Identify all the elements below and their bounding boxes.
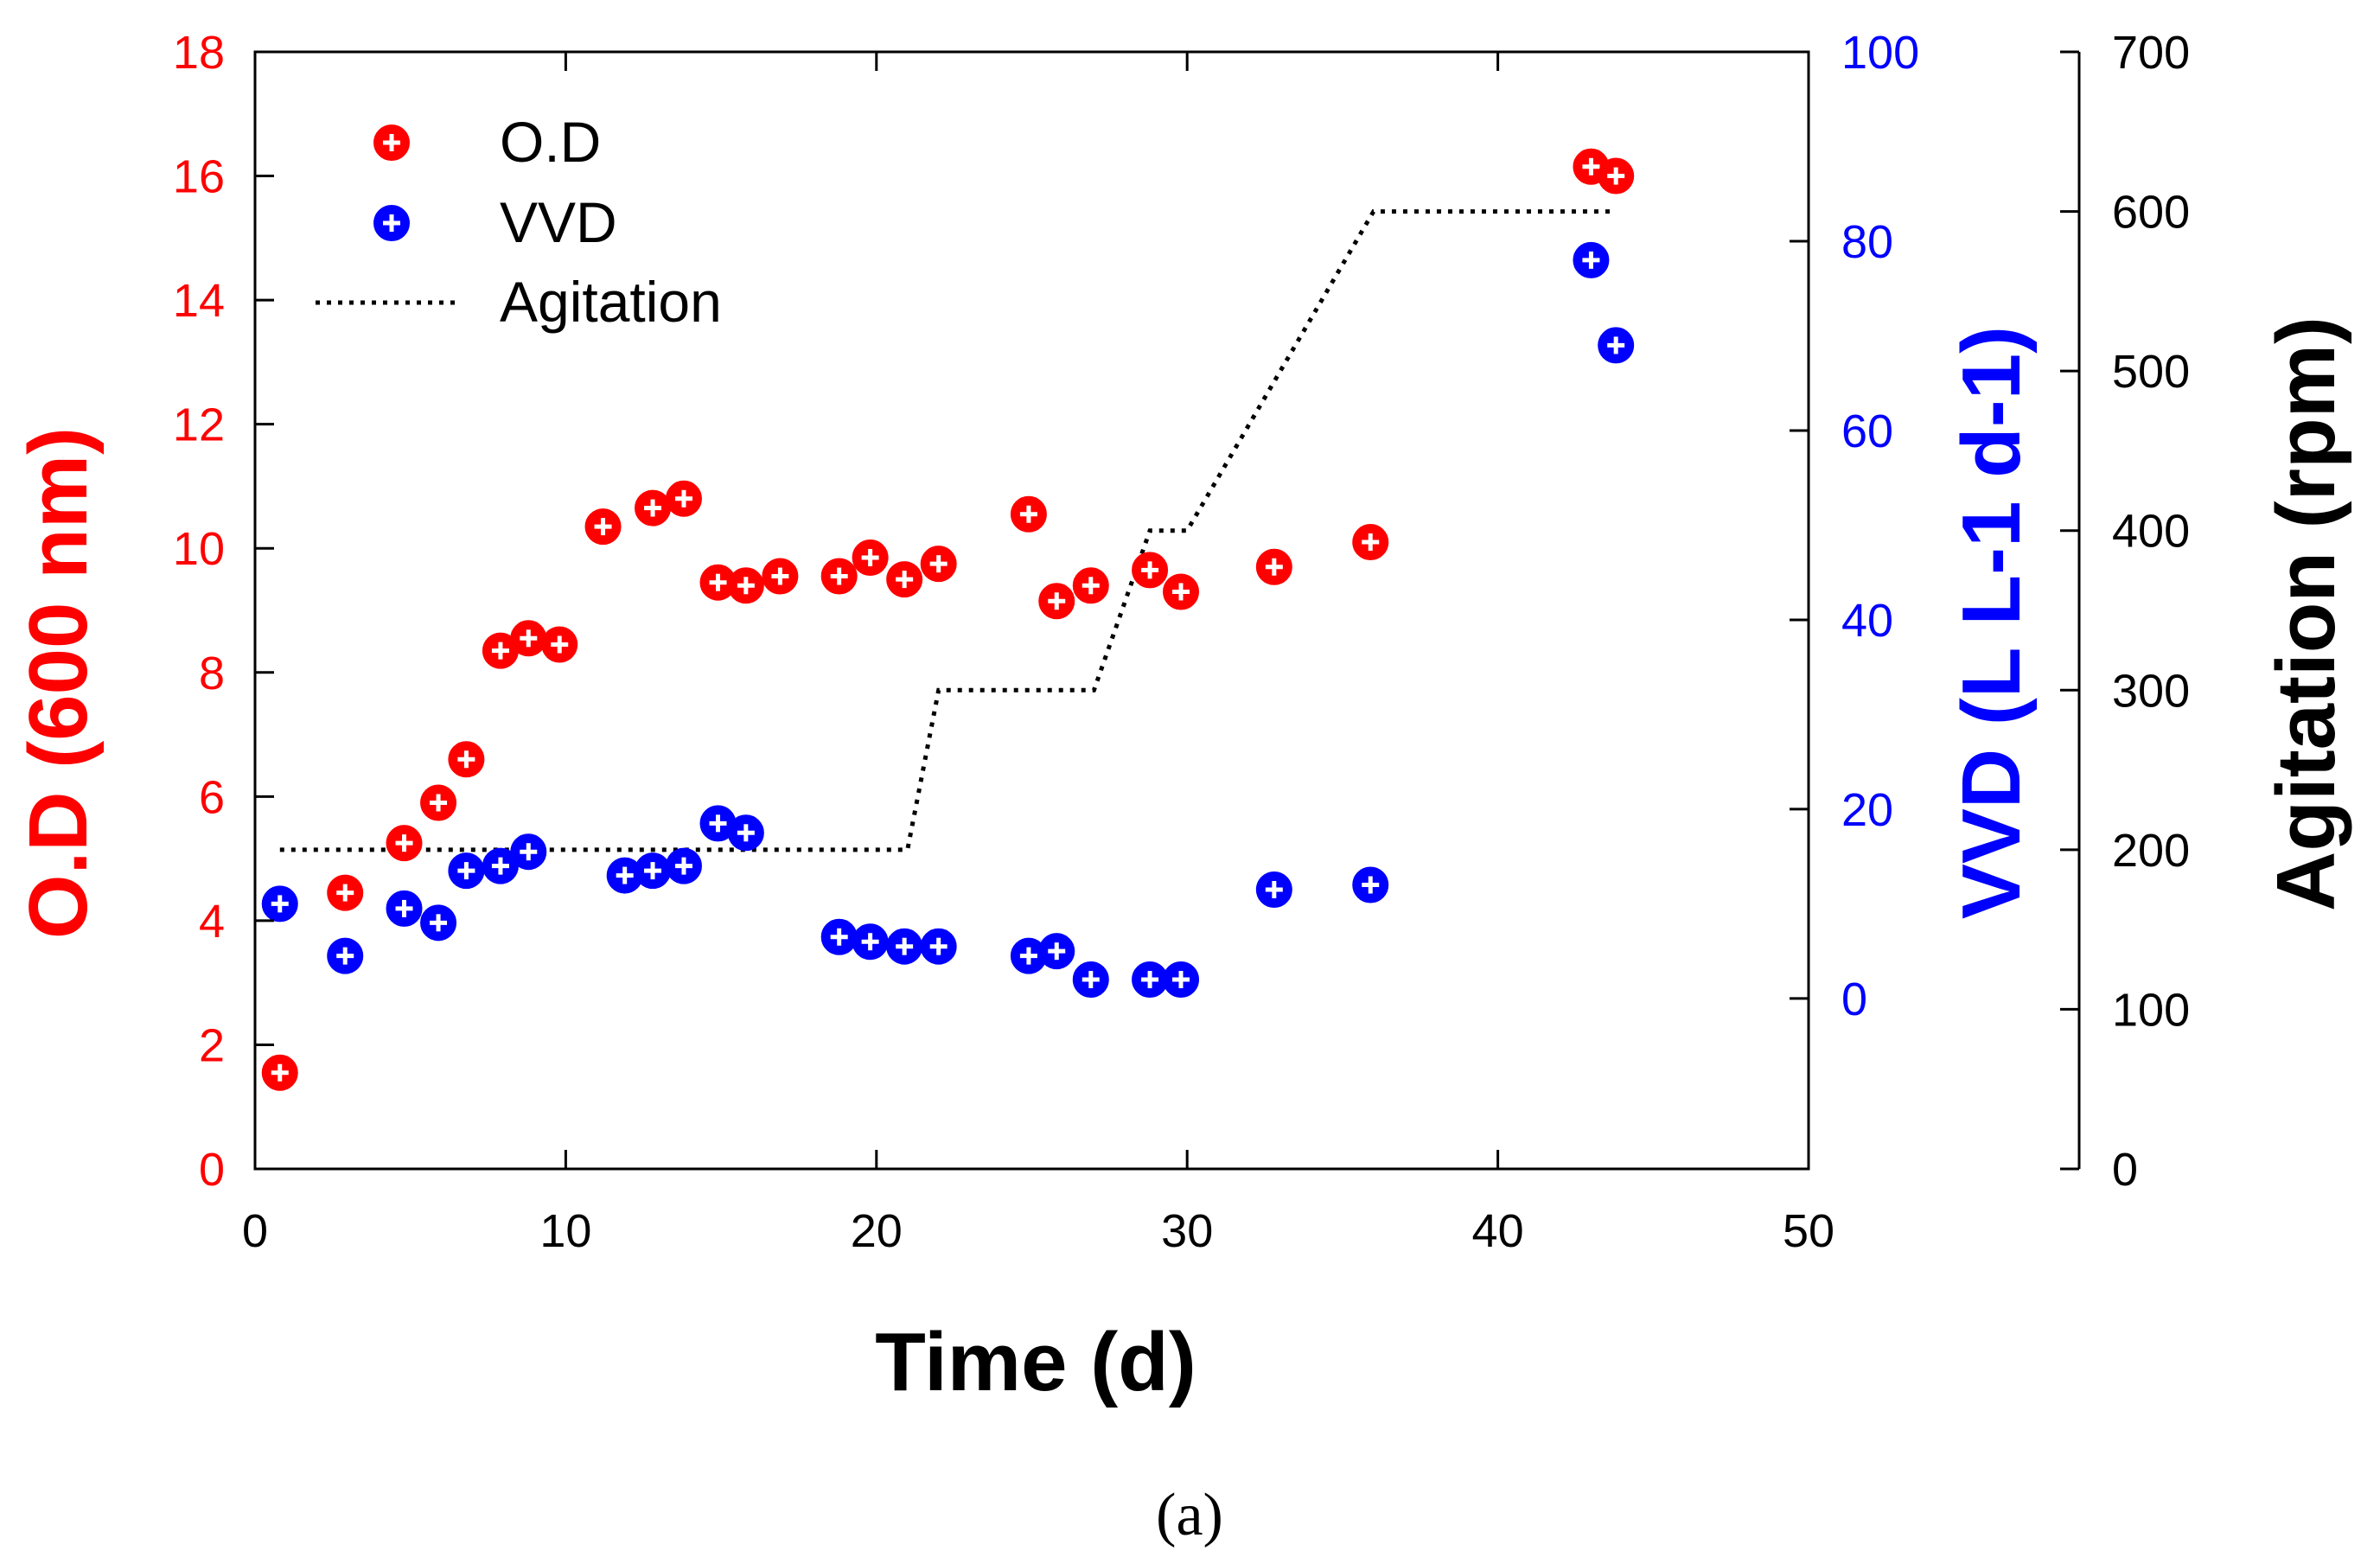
o-d-data-point	[1132, 552, 1169, 589]
agitation-line-layer	[279, 209, 1617, 852]
vvd-data-point	[820, 918, 858, 955]
y-agitation-tick-label: 600	[2112, 187, 2190, 239]
plot-area-border	[253, 50, 1810, 1171]
vvd-data-point	[852, 923, 889, 961]
vvd-data-point	[1255, 871, 1292, 908]
y-vvd-tick-label: 40	[1841, 595, 1893, 647]
vvd-data-point	[261, 885, 298, 922]
o-d-data-point	[665, 480, 702, 517]
vvd-data-point	[482, 847, 519, 884]
o-d-data-point	[482, 632, 519, 669]
x-axis-title: Time (d)	[875, 1316, 1196, 1408]
y-vvd-tick-label: 60	[1841, 405, 1893, 457]
x-tick-label: 40	[1472, 1205, 1524, 1257]
vvd-data-point	[1038, 933, 1075, 970]
o-d-data-point	[762, 558, 799, 595]
x-tick-label: 0	[242, 1205, 268, 1257]
vvd-data-point	[920, 928, 957, 965]
legend: O.D VVD Agitation	[316, 110, 722, 334]
y-agitation-tick-label: 500	[2112, 346, 2190, 398]
o-d-data-point	[727, 567, 764, 604]
y-agitation-tick-label: 100	[2112, 984, 2190, 1036]
o-d-data-point	[920, 546, 957, 583]
x-tick-label: 10	[539, 1205, 591, 1257]
y-agitation-tick-label: 200	[2112, 825, 2190, 877]
x-tick-label: 20	[851, 1205, 903, 1257]
o-d-data-point	[327, 874, 364, 911]
legend-vvd-marker	[373, 205, 410, 241]
o-d-data-point	[541, 626, 578, 663]
o-d-data-point	[852, 539, 889, 576]
vvd-data-point	[635, 852, 672, 890]
o-d-data-point	[1163, 573, 1200, 610]
y-left-tick-label: 4	[199, 896, 225, 948]
y-agitation-tick-label: 0	[2112, 1144, 2138, 1196]
y-left-tick-label: 16	[173, 151, 225, 203]
figure-caption: (a)	[1156, 1482, 1223, 1548]
o-d-data-point	[510, 620, 547, 657]
vvd-data-point	[386, 890, 423, 927]
vvd-data-point	[1352, 866, 1389, 903]
vvd-data-point	[1598, 327, 1635, 364]
legend-o-d-label: O.D	[500, 110, 601, 174]
plot-frame	[253, 50, 1810, 1171]
y-axis-vvd-title: VVD (L L-1 d-1)	[1945, 326, 2038, 919]
y-left-tick-label: 2	[199, 1019, 225, 1071]
y-agitation-tick-label: 400	[2112, 506, 2190, 558]
agitation-series-line	[279, 209, 1617, 852]
x-tick-label: 50	[1783, 1205, 1834, 1257]
o-d-data-point	[635, 489, 672, 527]
o-d-data-point	[1072, 567, 1109, 604]
o-d-data-point	[1598, 157, 1635, 195]
legend-agitation-label: Agitation	[500, 270, 722, 334]
y-left-tick-label: 12	[173, 399, 225, 451]
o-d-data-point	[386, 825, 423, 862]
vvd-data-point	[606, 857, 643, 894]
o-d-data-point	[886, 561, 923, 598]
legend-vvd-label: VVD	[500, 190, 617, 254]
o-d-data-point	[420, 784, 457, 821]
y-left-tick-label: 0	[199, 1144, 225, 1196]
o-d-data-point	[261, 1054, 298, 1091]
vvd-data-point	[886, 928, 923, 965]
o-d-data-point	[1010, 495, 1047, 533]
vvd-data-point	[1573, 241, 1610, 278]
vvd-data-point	[1072, 961, 1109, 999]
y-axis-agitation-title: Agitation (rpm)	[2260, 316, 2352, 911]
data-points-layer	[261, 148, 1635, 1091]
o-d-data-point	[1352, 524, 1389, 561]
y-left-tick-label: 18	[173, 27, 225, 79]
o-d-data-point	[1255, 548, 1292, 585]
o-d-data-point	[448, 741, 485, 778]
o-d-data-point	[820, 558, 858, 595]
vvd-data-point	[510, 833, 547, 871]
y-agitation-tick-label: 700	[2112, 27, 2190, 79]
y-vvd-tick-label: 80	[1841, 216, 1893, 268]
o-d-data-point	[1038, 583, 1075, 620]
vvd-data-point	[327, 937, 364, 974]
vvd-data-point	[1163, 961, 1200, 999]
y-left-tick-label: 10	[173, 523, 225, 575]
axes-layer: 0 10 20 30 40 5002468101214161802040608010001…	[173, 27, 2190, 1257]
y-agitation-tick-label: 300	[2112, 665, 2190, 717]
x-tick-label: 30	[1161, 1205, 1213, 1257]
y-vvd-tick-label: 20	[1841, 784, 1893, 836]
y-axis-left-title: O.D (600 nm)	[12, 427, 105, 939]
o-d-data-point	[584, 508, 622, 546]
vvd-data-point	[1132, 961, 1169, 999]
y-vvd-tick-label: 100	[1841, 27, 1919, 79]
y-vvd-tick-label: 0	[1841, 974, 1867, 1025]
y-left-tick-label: 8	[199, 648, 225, 699]
vvd-data-point	[420, 904, 457, 942]
y-left-tick-label: 14	[173, 275, 225, 327]
y-left-tick-label: 6	[199, 771, 225, 823]
vvd-data-point	[1010, 937, 1047, 974]
vvd-data-point	[448, 852, 485, 890]
vvd-data-point	[665, 847, 702, 884]
legend-o-d-marker	[373, 124, 410, 161]
vvd-data-point	[727, 814, 764, 852]
